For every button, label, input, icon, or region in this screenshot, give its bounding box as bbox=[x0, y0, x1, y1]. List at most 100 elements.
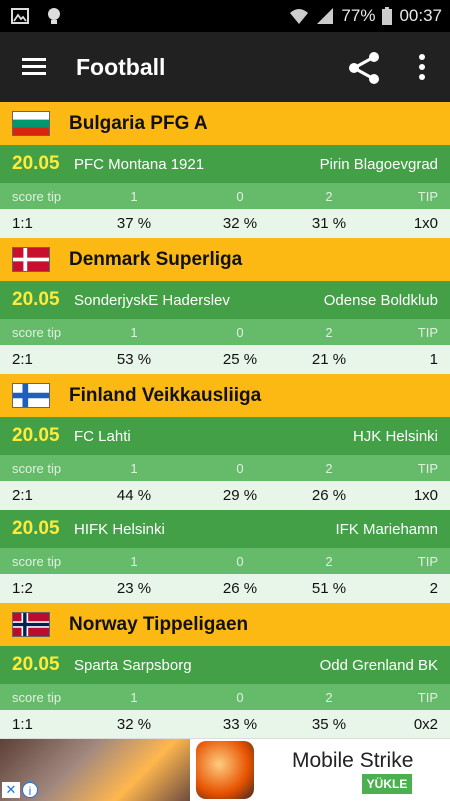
league-name: Denmark Superliga bbox=[69, 249, 243, 270]
match-date: 20.05 bbox=[12, 425, 60, 446]
score-tip: 1:1 bbox=[12, 716, 33, 733]
score-tip: 2:1 bbox=[12, 351, 33, 368]
odds-header-row: score tip 1 0 2 TIP bbox=[0, 455, 450, 481]
league-name: Norway Tippeligaen bbox=[69, 614, 249, 635]
draw-label: 0 bbox=[236, 325, 244, 340]
score-tip-label: score tip bbox=[12, 189, 62, 204]
odds-values-row: 1:1 37 % 32 % 31 % 1x0 bbox=[0, 209, 450, 238]
bulgaria-flag-icon bbox=[12, 111, 50, 136]
league-name: Bulgaria PFG A bbox=[69, 113, 208, 134]
odds-header-row: score tip 1 0 2 TIP bbox=[0, 684, 450, 710]
league-header[interactable]: Denmark Superliga bbox=[0, 238, 450, 281]
odds-values-row: 1:2 23 % 26 % 51 % 2 bbox=[0, 574, 450, 603]
wifi-icon bbox=[290, 9, 309, 24]
home-team: HIFK Helsinki bbox=[74, 521, 165, 538]
tip-value: 0x2 bbox=[413, 716, 438, 733]
draw-percent: 33 % bbox=[222, 716, 258, 733]
odds-values-row: 2:1 53 % 25 % 21 % 1 bbox=[0, 345, 450, 374]
away-win-label: 2 bbox=[325, 554, 333, 569]
score-tip-label: score tip bbox=[12, 325, 62, 340]
signal-icon bbox=[317, 8, 334, 24]
score-tip-label: score tip bbox=[12, 554, 62, 569]
draw-label: 0 bbox=[236, 554, 244, 569]
away-win-label: 2 bbox=[325, 461, 333, 476]
odds-values-row: 2:1 44 % 29 % 26 % 1x0 bbox=[0, 481, 450, 510]
share-icon[interactable] bbox=[344, 48, 384, 88]
ad-banner[interactable]: ✕ i Mobile Strike YÜKLE bbox=[0, 738, 450, 801]
home-win-label: 1 bbox=[130, 690, 138, 705]
ad-info-icon[interactable]: i bbox=[22, 782, 38, 798]
clock: 00:37 bbox=[399, 6, 442, 25]
home-win-percent: 44 % bbox=[116, 487, 152, 504]
home-team: PFC Montana 1921 bbox=[74, 156, 205, 173]
match-row[interactable]: 20.05 HIFK Helsinki IFK Mariehamn bbox=[0, 510, 450, 548]
odds-header-row: score tip 1 0 2 TIP bbox=[0, 319, 450, 345]
home-win-percent: 37 % bbox=[116, 215, 152, 232]
denmark-flag-icon bbox=[12, 247, 50, 272]
draw-percent: 29 % bbox=[222, 487, 258, 504]
match-row[interactable]: 20.05 PFC Montana 1921 Pirin Blagoevgrad bbox=[0, 145, 450, 183]
league-header[interactable]: Finland Veikkausliiga bbox=[0, 374, 450, 417]
league-header[interactable]: Bulgaria PFG A bbox=[0, 102, 450, 145]
tip-label: TIP bbox=[417, 325, 438, 340]
status-bar: 77% 00:37 bbox=[0, 0, 450, 32]
tip-label: TIP bbox=[417, 554, 438, 569]
tip-value: 1 bbox=[429, 351, 438, 368]
draw-percent: 25 % bbox=[222, 351, 258, 368]
odds-header-row: score tip 1 0 2 TIP bbox=[0, 183, 450, 209]
away-team: IFK Mariehamn bbox=[335, 521, 438, 538]
away-team: Odd Grenland BK bbox=[319, 657, 438, 674]
away-team: Odense Boldklub bbox=[323, 292, 438, 309]
away-win-label: 2 bbox=[325, 690, 333, 705]
away-win-label: 2 bbox=[325, 189, 333, 204]
tip-value: 2 bbox=[429, 580, 438, 597]
match-date: 20.05 bbox=[12, 289, 60, 310]
lightbulb-notification-icon bbox=[48, 8, 60, 24]
odds-header-row: score tip 1 0 2 TIP bbox=[0, 548, 450, 574]
odds-values-row: 1:1 32 % 33 % 35 % 0x2 bbox=[0, 710, 450, 739]
league-name: Finland Veikkausliiga bbox=[69, 385, 262, 406]
away-win-percent: 35 % bbox=[311, 716, 347, 733]
home-win-label: 1 bbox=[130, 325, 138, 340]
away-team: Pirin Blagoevgrad bbox=[319, 156, 438, 173]
home-win-label: 1 bbox=[130, 554, 138, 569]
away-win-percent: 51 % bbox=[311, 580, 347, 597]
draw-percent: 26 % bbox=[222, 580, 258, 597]
home-win-percent: 32 % bbox=[116, 716, 152, 733]
ad-install-button[interactable]: YÜKLE bbox=[362, 774, 412, 794]
away-win-percent: 26 % bbox=[311, 487, 347, 504]
tip-value: 1x0 bbox=[413, 487, 438, 504]
hamburger-menu-icon[interactable] bbox=[18, 52, 52, 82]
norway-flag-icon bbox=[12, 612, 50, 637]
score-tip-label: score tip bbox=[12, 461, 62, 476]
away-team: HJK Helsinki bbox=[352, 428, 438, 445]
tip-label: TIP bbox=[417, 189, 438, 204]
away-win-label: 2 bbox=[325, 325, 333, 340]
match-row[interactable]: 20.05 Sparta Sarpsborg Odd Grenland BK bbox=[0, 646, 450, 684]
match-date: 20.05 bbox=[12, 153, 60, 174]
app-bar: Football bbox=[0, 32, 450, 102]
ad-title[interactable]: Mobile Strike bbox=[292, 749, 414, 772]
score-tip: 1:1 bbox=[12, 215, 33, 232]
away-win-percent: 31 % bbox=[311, 215, 347, 232]
league-header[interactable]: Norway Tippeligaen bbox=[0, 603, 450, 646]
finland-flag-icon bbox=[12, 383, 50, 408]
score-tip: 1:2 bbox=[12, 580, 33, 597]
page-title: Football bbox=[76, 54, 166, 80]
match-date: 20.05 bbox=[12, 654, 60, 675]
overflow-menu-icon[interactable] bbox=[410, 50, 434, 84]
ad-app-icon[interactable] bbox=[196, 741, 254, 799]
away-win-percent: 21 % bbox=[311, 351, 347, 368]
battery-icon bbox=[382, 7, 393, 25]
home-win-label: 1 bbox=[130, 189, 138, 204]
tip-label: TIP bbox=[417, 690, 438, 705]
ad-close-icon[interactable]: ✕ bbox=[2, 782, 20, 798]
home-team: Sparta Sarpsborg bbox=[74, 657, 192, 674]
match-row[interactable]: 20.05 SonderjyskE Haderslev Odense Boldk… bbox=[0, 281, 450, 319]
match-row[interactable]: 20.05 FC Lahti HJK Helsinki bbox=[0, 417, 450, 455]
battery-percent: 77% bbox=[341, 6, 376, 25]
draw-label: 0 bbox=[236, 690, 244, 705]
home-win-percent: 23 % bbox=[116, 580, 152, 597]
score-tip: 2:1 bbox=[12, 487, 33, 504]
home-win-percent: 53 % bbox=[116, 351, 152, 368]
